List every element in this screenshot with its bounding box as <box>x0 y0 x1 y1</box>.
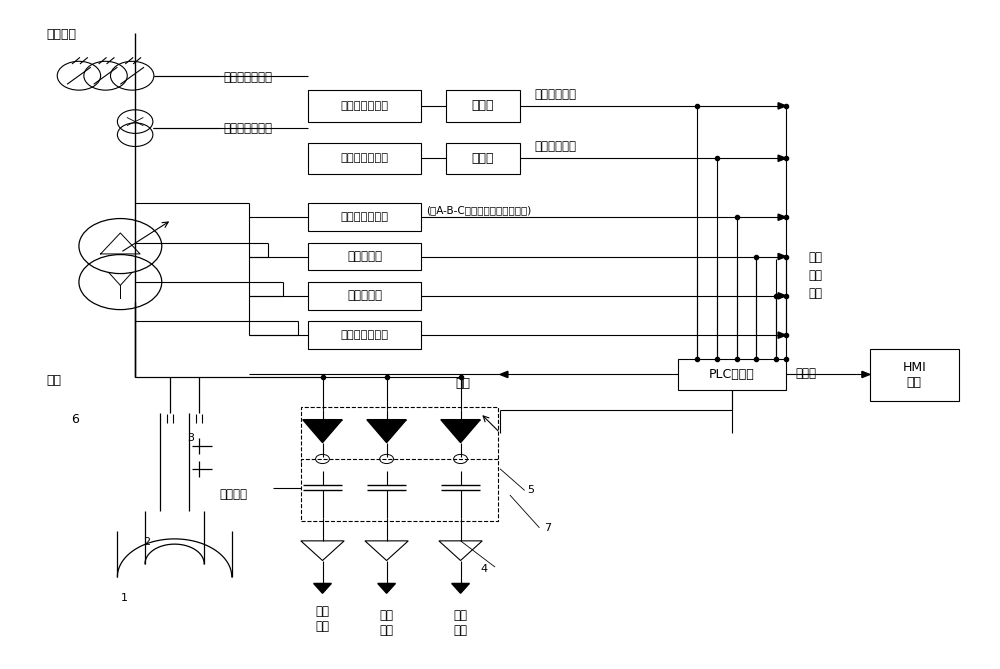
Text: 以太网: 以太网 <box>796 367 817 379</box>
Polygon shape <box>500 371 508 377</box>
Text: 二次电压检测: 二次电压检测 <box>535 140 577 153</box>
Text: 集中: 集中 <box>809 269 823 282</box>
Text: 电压变送器: 电压变送器 <box>347 290 382 302</box>
Text: 1: 1 <box>120 593 127 603</box>
Polygon shape <box>778 103 786 109</box>
Polygon shape <box>862 371 870 377</box>
Polygon shape <box>452 583 469 593</box>
Polygon shape <box>778 293 786 299</box>
Bar <box>870 349 959 401</box>
Polygon shape <box>778 254 786 260</box>
Text: PLC处理器: PLC处理器 <box>709 368 755 381</box>
Text: 高压电流互感器: 高压电流互感器 <box>340 101 388 111</box>
Bar <box>308 142 421 174</box>
Bar <box>308 203 421 231</box>
Text: 一次电流检测: 一次电流检测 <box>535 88 577 100</box>
Text: 有功功率变送器: 有功功率变送器 <box>340 330 388 340</box>
Bar <box>308 282 421 310</box>
Polygon shape <box>367 419 406 443</box>
Text: 静态
补偿: 静态 补偿 <box>316 605 330 634</box>
Text: 2: 2 <box>143 537 150 547</box>
Text: 3: 3 <box>187 433 194 443</box>
Text: 电流表: 电流表 <box>471 100 494 112</box>
Text: HMI
设备: HMI 设备 <box>902 361 926 389</box>
Text: 功率因数变送器: 功率因数变送器 <box>340 212 388 222</box>
Bar <box>308 321 421 349</box>
Bar <box>308 90 421 122</box>
Text: 电压表: 电压表 <box>471 152 494 165</box>
Text: 检测: 检测 <box>809 287 823 300</box>
Text: 高压电压互感器: 高压电压互感器 <box>224 122 273 134</box>
Text: 高压电压互感器: 高压电压互感器 <box>340 153 388 163</box>
Bar <box>446 142 520 174</box>
Text: 7: 7 <box>544 523 552 533</box>
Polygon shape <box>378 583 395 593</box>
Polygon shape <box>778 214 786 220</box>
Bar <box>446 90 520 122</box>
Text: 补偿电容: 补偿电容 <box>219 488 247 501</box>
Polygon shape <box>778 155 786 161</box>
Text: 反馈: 反馈 <box>456 377 471 390</box>
Polygon shape <box>303 419 342 443</box>
Text: (对A-B-C三相实时功率因数检测): (对A-B-C三相实时功率因数检测) <box>426 205 531 215</box>
Polygon shape <box>778 332 786 339</box>
Text: 短网: 短网 <box>46 374 61 387</box>
Text: 5: 5 <box>528 485 535 495</box>
Text: 动态
补偿: 动态 补偿 <box>380 609 394 637</box>
Polygon shape <box>314 583 331 593</box>
Text: 动态
补偿: 动态 补偿 <box>454 609 468 637</box>
Bar <box>678 359 786 390</box>
Text: 6: 6 <box>71 413 79 426</box>
Bar <box>301 407 498 462</box>
Text: 电流变送器: 电流变送器 <box>347 250 382 263</box>
Text: 高压电流互感器: 高压电流互感器 <box>224 70 273 84</box>
Text: 高压进线: 高压进线 <box>46 28 76 41</box>
Bar <box>308 243 421 270</box>
Text: 4: 4 <box>480 564 487 573</box>
Text: 信号: 信号 <box>809 252 823 264</box>
Bar <box>301 459 498 521</box>
Polygon shape <box>441 419 480 443</box>
